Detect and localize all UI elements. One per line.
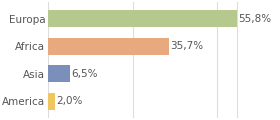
Text: 6,5%: 6,5% xyxy=(72,69,98,79)
Bar xyxy=(48,10,237,27)
Bar xyxy=(48,38,169,55)
Text: 55,8%: 55,8% xyxy=(238,14,272,24)
Bar xyxy=(48,65,70,82)
Bar xyxy=(48,93,55,110)
Text: 35,7%: 35,7% xyxy=(171,41,204,51)
Text: 2,0%: 2,0% xyxy=(57,96,83,106)
